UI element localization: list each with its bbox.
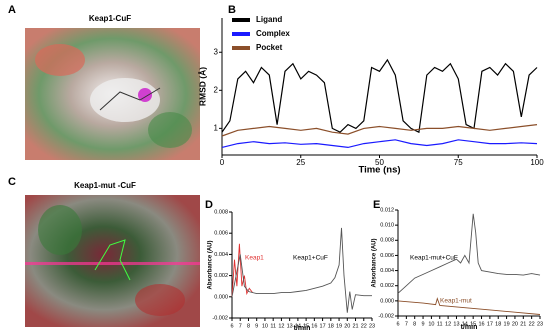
- x-tick-label: 50: [375, 158, 384, 167]
- y-tick-label: 0.000: [380, 298, 394, 304]
- x-tick-label: 12: [445, 321, 451, 327]
- series-line: [397, 297, 541, 315]
- x-tick-label: 22: [361, 323, 367, 329]
- x-tick-label: 19: [336, 323, 342, 329]
- y-tick-label: -0.002: [378, 313, 394, 319]
- x-tick-label: 11: [437, 321, 443, 327]
- series-line: [231, 243, 253, 297]
- x-tick-label: 16: [311, 323, 317, 329]
- x-tick-label: 11: [270, 323, 276, 329]
- series-line: [231, 227, 372, 313]
- x-tick-label: 15: [470, 321, 476, 327]
- y-tick-label: 3: [214, 47, 219, 56]
- x-tick-label: 19: [504, 321, 510, 327]
- panel-label: D: [205, 199, 213, 211]
- x-tick-label: 0: [220, 158, 225, 167]
- legend-label: Complex: [256, 29, 290, 38]
- y-tick-label: 0.002: [214, 273, 228, 279]
- x-tick-label: 25: [296, 158, 305, 167]
- y-tick-label: 0.006: [380, 253, 394, 259]
- x-tick-label: 7: [239, 323, 242, 329]
- y-tick-label: -0.002: [212, 315, 228, 321]
- x-tick-label: 21: [520, 321, 526, 327]
- y-tick-label: 0.008: [214, 209, 228, 215]
- x-tick-label: 20: [344, 323, 350, 329]
- x-tick-label: 16: [478, 321, 484, 327]
- x-tick-label: 17: [487, 321, 493, 327]
- y-tick-label: 0.000: [214, 294, 228, 300]
- y-tick-label: 1: [214, 123, 219, 132]
- x-tick-label: 7: [405, 321, 408, 327]
- x-tick-label: 8: [247, 323, 250, 329]
- y-axis-label: Absorbance (AU): [208, 240, 214, 289]
- x-tick-label: 14: [462, 321, 468, 327]
- y-tick-label: 0.002: [380, 283, 394, 289]
- x-tick-label: 10: [428, 321, 434, 327]
- series-line: [221, 58, 538, 134]
- y-axis-label: Absorbance (AU): [372, 238, 378, 287]
- x-tick-label: 9: [255, 323, 258, 329]
- x-tick-label: 75: [454, 158, 463, 167]
- series-line: [397, 213, 541, 294]
- x-axis-label: Time (ns): [358, 165, 400, 176]
- y-tick-label: 0.004: [380, 268, 394, 274]
- image-title: Keap1-CuF: [89, 14, 131, 23]
- x-tick-label: 8: [413, 321, 416, 327]
- x-tick-label: 6: [230, 323, 233, 329]
- y-tick-label: 2: [214, 85, 219, 94]
- x-tick-label: 23: [369, 323, 375, 329]
- series-label: Keap1+CuF: [293, 255, 328, 262]
- y-tick-label: 0.012: [380, 207, 394, 213]
- image-title: Keap1-mut -CuF: [74, 181, 136, 190]
- y-tick-label: 0.008: [380, 238, 394, 244]
- x-tick-label: 6: [396, 321, 399, 327]
- x-tick-label: 100: [530, 158, 544, 167]
- image-c: [25, 195, 200, 327]
- legend-label: Pocket: [256, 43, 283, 52]
- legend-label: Ligand: [256, 15, 282, 24]
- x-axis-label: t/min: [294, 325, 311, 332]
- series-line: [221, 124, 538, 137]
- x-tick-label: 18: [328, 323, 334, 329]
- panel-label: E: [373, 199, 380, 211]
- series-label: Keap1-mut: [440, 298, 472, 305]
- image-a: [25, 28, 200, 160]
- series-label: Keap1-mut+CuF: [410, 255, 458, 262]
- panel-label: B: [228, 4, 236, 16]
- x-tick-label: 20: [512, 321, 518, 327]
- x-tick-label: 13: [287, 323, 293, 329]
- y-tick-label: 0.004: [214, 252, 228, 258]
- x-tick-label: 14: [295, 323, 301, 329]
- series-label: Keap1: [245, 255, 264, 262]
- x-axis-label: t/min: [461, 324, 478, 331]
- panel-label: C: [8, 176, 16, 188]
- x-tick-label: 23: [537, 321, 543, 327]
- x-tick-label: 21: [352, 323, 358, 329]
- panel-label: A: [8, 4, 16, 16]
- x-tick-label: 9: [422, 321, 425, 327]
- x-tick-label: 13: [453, 321, 459, 327]
- x-tick-label: 17: [320, 323, 326, 329]
- x-tick-label: 22: [529, 321, 535, 327]
- x-tick-label: 18: [495, 321, 501, 327]
- y-tick-label: 0.010: [380, 223, 394, 229]
- x-tick-label: 15: [303, 323, 309, 329]
- y-tick-label: 0.006: [214, 231, 228, 237]
- x-tick-label: 10: [262, 323, 268, 329]
- y-axis-label: RMSD (Å): [197, 67, 207, 106]
- series-line: [221, 139, 538, 149]
- x-tick-label: 12: [278, 323, 284, 329]
